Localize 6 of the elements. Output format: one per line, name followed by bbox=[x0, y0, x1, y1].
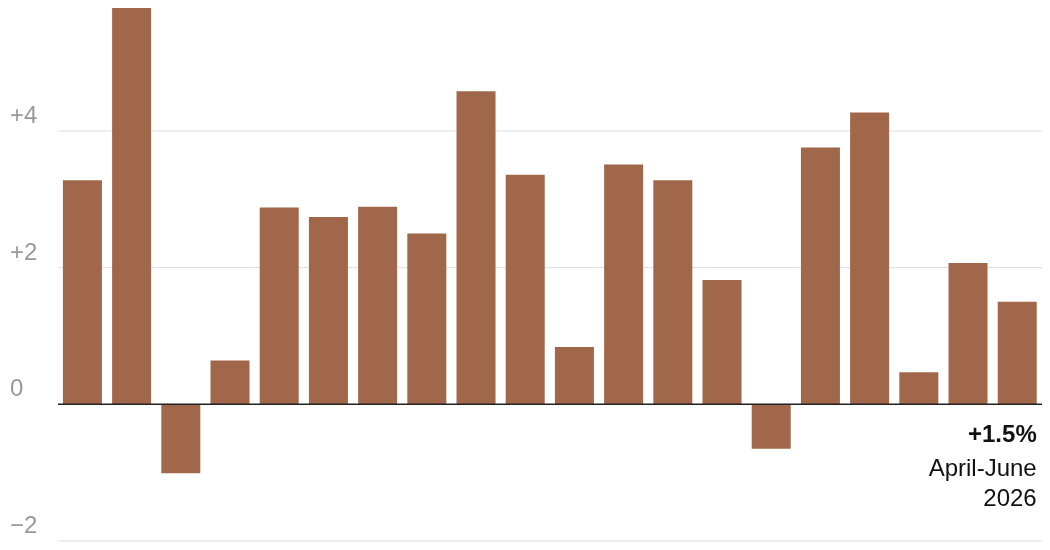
y-tick-label: −2 bbox=[10, 511, 38, 538]
y-tick-label: +2 bbox=[10, 237, 38, 265]
annotation: April-June 2026 bbox=[928, 454, 1037, 512]
data-label: +1.5% bbox=[968, 420, 1037, 448]
y-tick-label: +4 bbox=[10, 101, 38, 128]
y-tick-label: 0 bbox=[10, 374, 24, 402]
